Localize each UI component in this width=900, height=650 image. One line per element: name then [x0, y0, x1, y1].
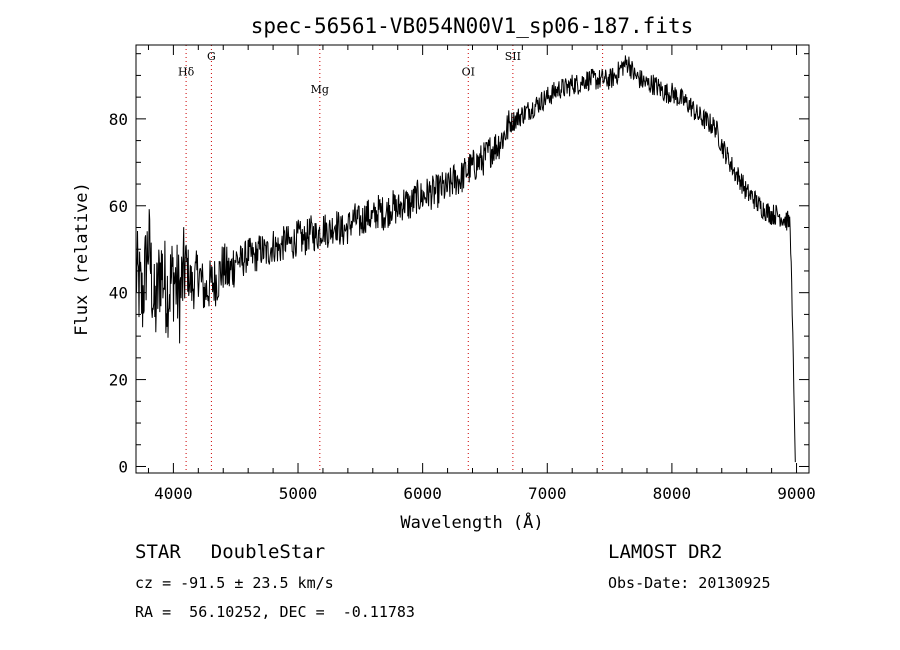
y-axis: 0 20 40 60 80 [109, 53, 809, 476]
x-tick-label: 5000 [279, 484, 318, 503]
x-axis-label: Wavelength (Å) [400, 511, 543, 533]
spectral-line-label: Hδ [178, 65, 195, 78]
x-axis: 4000 5000 6000 7000 8000 9000 [147, 45, 816, 503]
x-tick-label: 6000 [403, 484, 442, 503]
object-subclass: DoubleStar [210, 541, 326, 563]
x-tick-label: 9000 [777, 484, 816, 503]
redshift-velocity: cz = -91.5 ± 23.5 km/s [135, 574, 334, 592]
spectral-line-label: G [207, 50, 216, 63]
spectrum-flux-line [135, 55, 796, 463]
spectral-line-markers: Hδ G Mg OI SII [178, 45, 604, 473]
object-class: STAR [135, 541, 181, 563]
survey-name: LAMOST DR2 [608, 541, 723, 563]
x-tick-label: 8000 [653, 484, 692, 503]
y-tick-label: 40 [109, 284, 128, 303]
y-tick-label: 60 [109, 197, 128, 216]
observation-date: Obs-Date: 20130925 [608, 574, 771, 592]
y-axis-label: Flux (relative) [72, 182, 92, 336]
plot-frame [135, 44, 810, 474]
x-tick-label: 4000 [154, 484, 193, 503]
y-tick-label: 80 [109, 110, 128, 129]
spectral-line-label: Mg [311, 83, 329, 96]
chart-title: spec-56561-VB054N00V1_sp06-187.fits [251, 14, 694, 38]
x-tick-label: 7000 [528, 484, 567, 503]
y-tick-label: 0 [118, 457, 128, 476]
sky-coordinates: RA = 56.10252, DEC = -0.11783 [135, 603, 415, 621]
object-classification: STAR DoubleStar [135, 541, 325, 563]
spectral-line-label: OI [462, 65, 475, 78]
spectral-line-label: SII [505, 50, 521, 63]
y-tick-label: 20 [109, 371, 128, 390]
